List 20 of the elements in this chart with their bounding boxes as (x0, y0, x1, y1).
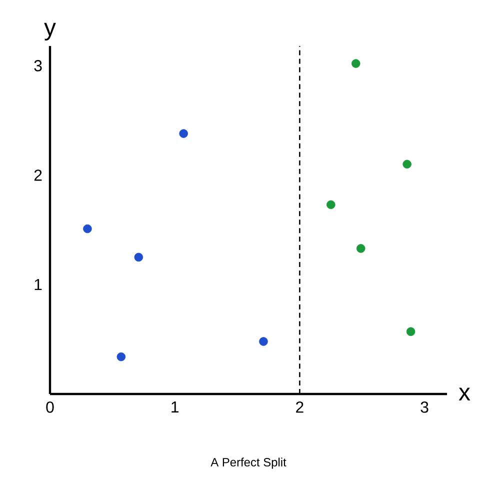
point (134, 252, 144, 262)
x-axis-title: x (458, 388, 470, 400)
x-tick-label: 0 (46, 402, 54, 413)
x-tick-label: 3 (420, 402, 428, 413)
point (116, 352, 126, 362)
point (179, 129, 188, 138)
y-tick-label: 2 (34, 170, 42, 181)
point (356, 244, 366, 253)
y-tick-label: 3 (34, 60, 42, 72)
x-tick-label: 1 (172, 402, 178, 412)
point (259, 337, 268, 346)
y-tick-label: 1 (34, 279, 42, 290)
point (83, 224, 92, 234)
text: A Perfect Split (210, 458, 286, 469)
point (351, 59, 360, 68)
point (406, 327, 416, 336)
point (326, 200, 336, 210)
x-tick-label: 2 (296, 402, 304, 413)
y-axis-title: y (44, 22, 56, 40)
point (402, 160, 412, 169)
